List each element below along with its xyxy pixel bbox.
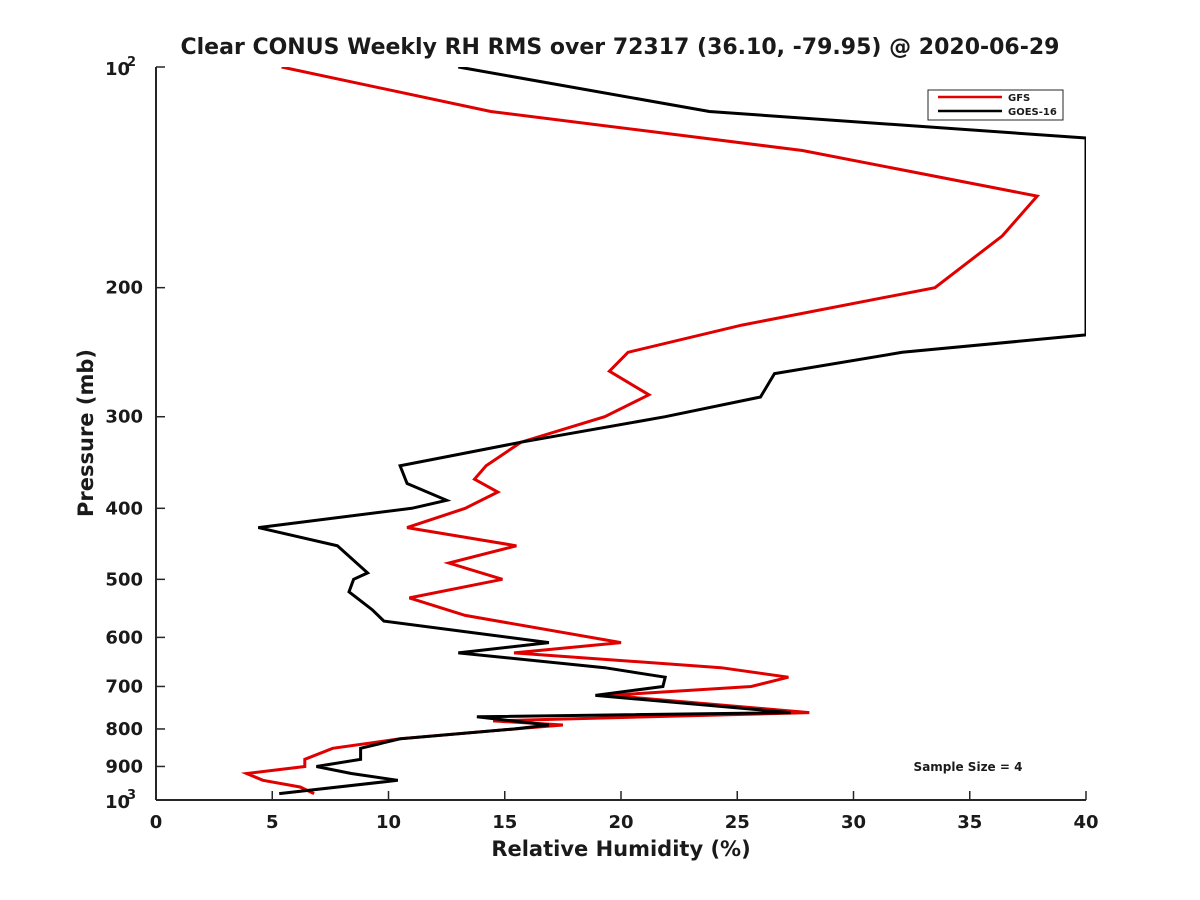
y-tick-exponent: 2	[127, 55, 136, 70]
y-axis-label: Pressure (mb)	[74, 349, 98, 517]
y-tick-label: 300	[105, 407, 143, 428]
x-tick-label: 10	[376, 812, 401, 833]
y-tick-label: 500	[105, 569, 143, 590]
axes-box	[156, 67, 1086, 800]
y-tick-label: 10	[105, 59, 130, 80]
y-tick-label: 400	[105, 498, 143, 519]
series-line-goes-16	[257, 67, 1086, 796]
x-tick-label: 5	[266, 812, 279, 833]
x-tick-label: 35	[957, 812, 982, 833]
legend-label-gfs: GFS	[1008, 93, 1030, 104]
x-tick-label: 20	[608, 812, 633, 833]
x-tick-label: 15	[492, 812, 517, 833]
series-layer	[240, 67, 1086, 796]
x-ticks: 0 5 10 15 20 25 30 35 40	[150, 791, 1099, 833]
y-tick-label: 10	[105, 792, 130, 813]
plot-area: 0 5 10 15 20 25 30 35 40 10220030040050060070080…	[105, 55, 1099, 833]
series-line-gfs	[240, 67, 1041, 795]
y-tick-label: 200	[105, 278, 143, 299]
chart-title: Clear CONUS Weekly RH RMS over 72317 (36…	[181, 35, 1060, 60]
x-axis-label: Relative Humidity (%)	[491, 837, 750, 861]
y-tick-label: 900	[105, 756, 143, 777]
x-tick-label: 40	[1073, 812, 1098, 833]
x-tick-label: 25	[725, 812, 750, 833]
x-tick-label: 30	[841, 812, 866, 833]
y-tick-label: 800	[105, 719, 143, 740]
legend-box	[927, 89, 1064, 121]
sample-size-annotation: Sample Size = 4	[914, 760, 1023, 774]
y-tick-label: 600	[105, 627, 143, 648]
y-tick-exponent: 3	[127, 788, 136, 803]
y-tick-label: 700	[105, 676, 143, 697]
legend-label-goes-16: GOES-16	[1008, 107, 1057, 118]
x-tick-label: 0	[150, 812, 163, 833]
legend[interactable]: GFS GOES-16	[927, 89, 1064, 121]
